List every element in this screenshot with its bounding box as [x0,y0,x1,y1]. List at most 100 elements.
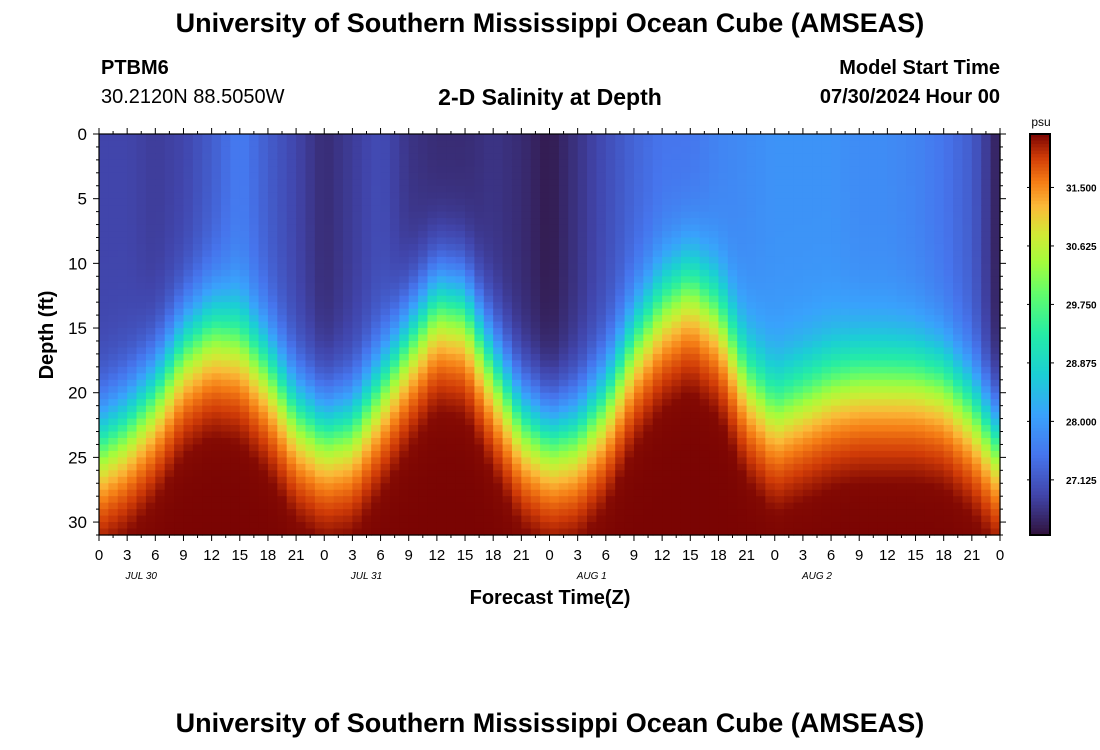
heatmap-cell [709,399,720,407]
heatmap-cell [727,250,738,258]
heatmap-cell [802,192,813,200]
heatmap-cell [258,237,269,245]
heatmap-cell [699,153,710,161]
heatmap-cell [765,450,776,458]
heatmap-cell [99,476,109,484]
heatmap-cell [690,431,701,439]
heatmap-cell [737,509,748,517]
heatmap-cell [774,399,785,407]
heatmap-cell [812,528,823,536]
heatmap-cell [521,263,532,271]
heatmap-cell [314,366,325,374]
heatmap-cell [399,302,410,310]
heatmap-cell [483,515,494,523]
heatmap-cell [493,509,504,517]
heatmap-cell [502,405,513,413]
heatmap-cell [737,515,748,523]
heatmap-cell [192,269,203,277]
heatmap-cell [352,218,363,226]
heatmap-cell [784,134,795,142]
heatmap-cell [211,444,222,452]
heatmap-cell [812,373,823,381]
heatmap-cell [643,205,654,213]
heatmap-cell [540,334,551,342]
heatmap-cell [239,321,250,329]
heatmap-cell [136,334,147,342]
heatmap-cell [746,509,757,517]
heatmap-cell [793,289,804,297]
heatmap-cell [793,489,804,497]
heatmap-cell [145,166,156,174]
heatmap-cell [652,282,663,290]
heatmap-cell [474,437,485,446]
heatmap-cell [371,437,382,446]
heatmap-cell [737,476,748,484]
heatmap-cell [192,237,203,245]
heatmap-cell [427,269,438,277]
heatmap-cell [483,172,494,180]
heatmap-cell [577,360,588,368]
heatmap-cell [202,502,213,510]
heatmap-cell [540,263,551,271]
heatmap-cell [408,231,419,239]
heatmap-cell [662,483,673,491]
heatmap-cell [652,476,663,484]
heatmap-cell [530,146,541,155]
heatmap-cell [202,308,213,316]
heatmap-cell [333,347,344,355]
heatmap-cell [465,224,476,232]
heatmap-cell [718,366,729,374]
heatmap-cell [840,502,851,510]
heatmap-cell [305,308,316,316]
heatmap-cell [840,360,851,368]
heatmap-cell [296,425,307,433]
heatmap-cell [305,269,316,277]
heatmap-cell [249,437,260,446]
heatmap-cell [99,444,109,452]
heatmap-cell [812,412,823,420]
heatmap-cell [540,360,551,368]
heatmap-cell [343,476,354,484]
heatmap-cell [784,269,795,277]
heatmap-cell [671,425,682,433]
heatmap-cell [314,522,325,530]
heatmap-cell [127,276,138,284]
heatmap-cell [305,522,316,530]
heatmap-cell [812,218,823,226]
heatmap-cell [305,528,316,536]
heatmap-cell [483,166,494,174]
heatmap-cell [446,515,457,523]
heatmap-cell [136,315,147,323]
heatmap-cell [587,340,598,349]
heatmap-cell [99,205,109,213]
heatmap-cell [737,315,748,323]
heatmap-cell [239,205,250,213]
heatmap-cell [652,437,663,446]
heatmap-cell [258,360,269,368]
heatmap-cell [549,431,560,439]
heatmap-cell [136,243,147,252]
heatmap-cell [352,528,363,536]
heatmap-cell [202,276,213,284]
heatmap-cell [371,496,382,504]
heatmap-cell [314,179,325,187]
heatmap-cell [765,185,776,193]
heatmap-cell [465,353,476,361]
heatmap-cell [399,159,410,167]
heatmap-cell [258,509,269,517]
heatmap-cell [446,437,457,446]
heatmap-cell [774,489,785,497]
heatmap-cell [314,140,325,148]
heatmap-cell [267,205,278,213]
heatmap-cell [831,295,842,303]
heatmap-cell [408,198,419,206]
heatmap-cell [652,489,663,497]
heatmap-cell [540,328,551,336]
heatmap-cell [568,231,579,239]
heatmap-cell [465,218,476,226]
heatmap-cell [605,256,616,264]
heatmap-cell [793,457,804,465]
heatmap-cell [446,328,457,336]
heatmap-cell [99,405,109,413]
heatmap-cell [174,412,185,420]
